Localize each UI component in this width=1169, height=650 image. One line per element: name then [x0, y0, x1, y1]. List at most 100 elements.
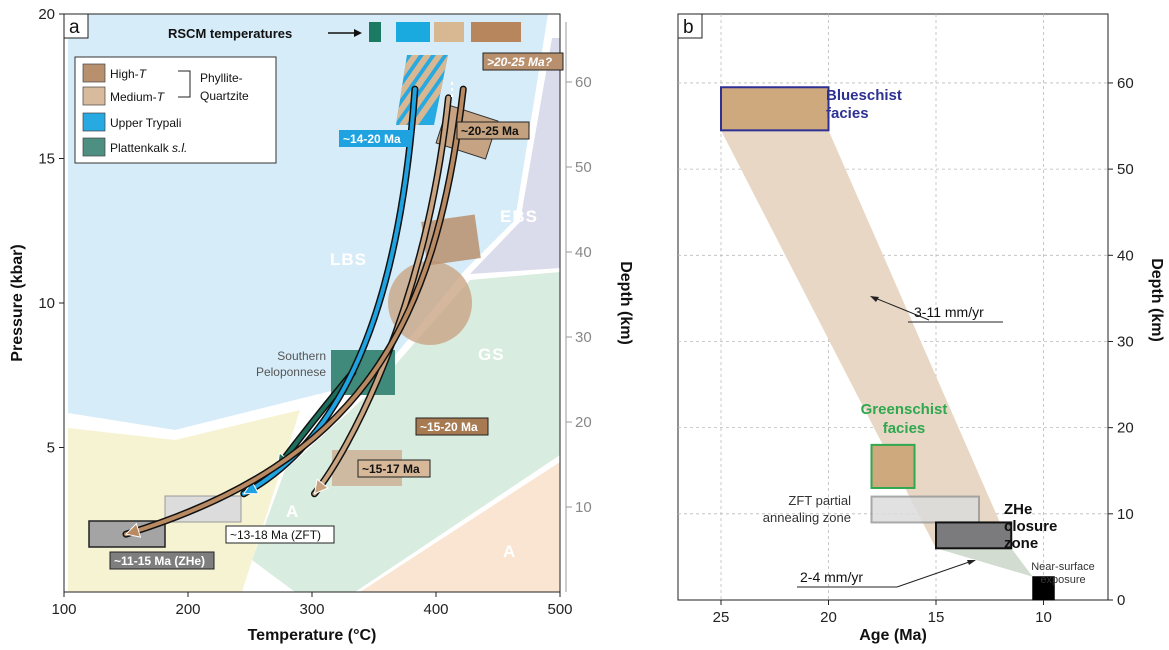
y-axis-label-a: Pressure (kbar) — [9, 244, 26, 361]
age-label-upper-trypali: ~14-20 Ma — [339, 130, 411, 147]
pt-path-upper-trypali — [241, 87, 417, 496]
y-tick-label-b: 30 — [1117, 333, 1134, 350]
rate-label-lower: 2-4 mm/yr — [797, 560, 976, 588]
x-tick-label-b: 25 — [713, 609, 730, 626]
svg-text:~11-15 Ma (ZHe): ~11-15 Ma (ZHe) — [114, 554, 205, 568]
rscm-swatch-medium-t — [434, 22, 464, 42]
y-tick-label-b: 0 — [1117, 592, 1125, 609]
near-surface-label-1: Near-surface — [1031, 561, 1095, 573]
age-label-15-20: ~15-20 Ma — [415, 417, 489, 436]
svg-text:3-11 mm/yr: 3-11 mm/yr — [914, 304, 984, 320]
y-tick-label-b: 10 — [1117, 506, 1134, 523]
age-label-zft: ~13-18 Ma (ZFT) — [225, 525, 335, 544]
age-label-15-17: ~15-17 Ma — [357, 459, 431, 478]
legend-swatch-medium-t — [82, 86, 106, 106]
y2-tick-label-a: 20 — [575, 414, 592, 431]
pt-path-high-t — [124, 87, 466, 537]
facies-field-ebs — [470, 38, 560, 274]
svg-text:~15-20 Ma: ~15-20 Ma — [420, 420, 478, 434]
pt-path-upper-trypali-arrowhead — [242, 480, 260, 495]
y2-tick-label-a: 30 — [575, 329, 592, 346]
exhumation-band-lower — [936, 548, 1033, 577]
y2-axis-label-a: Depth (km) — [617, 261, 634, 345]
facies-label-lbs: LBS — [330, 250, 367, 269]
svg-text:2-4 mm/yr: 2-4 mm/yr — [800, 569, 863, 585]
rscm-label: RSCM temperatures — [168, 26, 292, 41]
y2-tick-label-a: 60 — [575, 74, 592, 91]
facies-label-ebs: EBS — [500, 207, 538, 226]
y2-tick-label-a: 40 — [575, 244, 592, 261]
x-tick-label-b: 15 — [928, 609, 945, 626]
zhe-zone-label-2: closure — [1004, 518, 1057, 535]
legend-swatch-high-t — [82, 63, 106, 83]
zft-zone-label-1: ZFT partial — [788, 493, 851, 508]
greenschist-label-2: facies — [883, 420, 926, 437]
legend-swatch-plattenkalk — [82, 137, 106, 157]
pt-path-medium-t-arrowhead — [313, 478, 330, 495]
panel-b-frame — [677, 13, 1109, 601]
svg-text:~14-20 Ma: ~14-20 Ma — [343, 132, 401, 146]
facies-field-gs — [252, 272, 560, 592]
age-label-peak-question: >20-25 Ma? — [482, 52, 564, 71]
southern-peloponnese-label-2: Peloponnese — [256, 365, 326, 379]
y-tick-label-b: 20 — [1117, 420, 1134, 437]
panel-b: Blueschist facies Greenschist facies ZFT… — [677, 13, 1165, 644]
x-tick-label-a: 200 — [175, 601, 200, 618]
legend-bracket-label-1: Phyllite- — [200, 71, 243, 85]
panel-a-letter: a — [63, 13, 89, 39]
facies-label-a-left: A — [286, 502, 299, 521]
x-tick-label-a: 100 — [51, 601, 76, 618]
facies-field-a-right — [360, 462, 560, 592]
svg-text:~15-17 Ma: ~15-17 Ma — [362, 462, 420, 476]
svg-text:a: a — [69, 17, 80, 38]
x-tick-label-a: 500 — [547, 601, 572, 618]
zft-zone-label-2: annealing zone — [763, 510, 851, 525]
age-label-zhe: ~11-15 Ma (ZHe) — [109, 551, 215, 570]
greenschist-label-1: Greenschist — [861, 401, 948, 418]
legend-label-upper-trypali: Upper Trypali — [110, 116, 181, 130]
zhe-zone-label-1: ZHe — [1004, 501, 1032, 518]
panel-b-boxes — [720, 86, 1055, 601]
exhumation-band-upper — [721, 130, 1012, 549]
blueschist-box — [720, 86, 830, 132]
x-axis-label-b: Age (Ma) — [859, 627, 927, 644]
panel-a: LBS EBS GS A A RSCM temperatures High-T … — [9, 6, 634, 644]
legend-bracket — [178, 70, 191, 98]
pt-paths — [122, 85, 467, 538]
y2-tick-label-a: 50 — [575, 159, 592, 176]
panel-b-axes: 25 20 15 10 0 10 20 30 40 50 60 — [713, 75, 1134, 626]
greenschist-box — [870, 443, 916, 489]
svg-text:~20-25 Ma: ~20-25 Ma — [461, 124, 519, 138]
y-tick-label-b: 50 — [1117, 161, 1134, 178]
pt-path-high-t-arrowhead — [124, 522, 142, 538]
zhe-zone-box — [935, 521, 1013, 550]
legend-swatch-upper-trypali — [82, 112, 106, 132]
blueschist-label-1: Blueschist — [826, 87, 902, 104]
near-surface-label-2: exposure — [1040, 574, 1085, 586]
y2-tick-label-a: 10 — [575, 499, 592, 516]
legend: High-T Medium-T Phyllite- Quartzite Uppe… — [74, 56, 277, 164]
blueschist-label-2: facies — [826, 105, 869, 122]
y-tick-label-a: 20 — [38, 6, 55, 23]
rscm-swatch-plattenkalk — [369, 22, 381, 42]
rscm-swatch-high-t — [471, 22, 521, 42]
panel-b-letter: b — [677, 13, 703, 39]
zhe-zone-label-3: zone — [1004, 535, 1038, 552]
facies-label-gs: GS — [478, 345, 505, 364]
svg-text:>20-25 Ma?: >20-25 Ma? — [487, 55, 553, 69]
legend-label-plattenkalk: Plattenkalk s.l. — [110, 141, 187, 155]
x-tick-label-b: 10 — [1035, 609, 1052, 626]
age-label-peak: ~20-25 Ma — [456, 121, 530, 140]
y-tick-label-a: 15 — [38, 151, 55, 168]
panel-a-axes: 100 200 300 400 500 5 10 15 20 10 20 30 40 50 60 — [38, 6, 591, 618]
x-tick-label-a: 300 — [299, 601, 324, 618]
legend-label-medium-t: Medium-T — [110, 90, 166, 104]
legend-label-high-t: High-T — [110, 67, 148, 81]
zft-zone-box — [870, 495, 980, 524]
svg-text:~13-18 Ma (ZFT): ~13-18 Ma (ZFT) — [230, 528, 321, 542]
rscm-arrowhead — [354, 29, 362, 37]
y-tick-label-a: 5 — [47, 440, 55, 457]
x-tick-label-b: 20 — [820, 609, 837, 626]
legend-bracket-label-2: Quartzite — [200, 89, 249, 103]
